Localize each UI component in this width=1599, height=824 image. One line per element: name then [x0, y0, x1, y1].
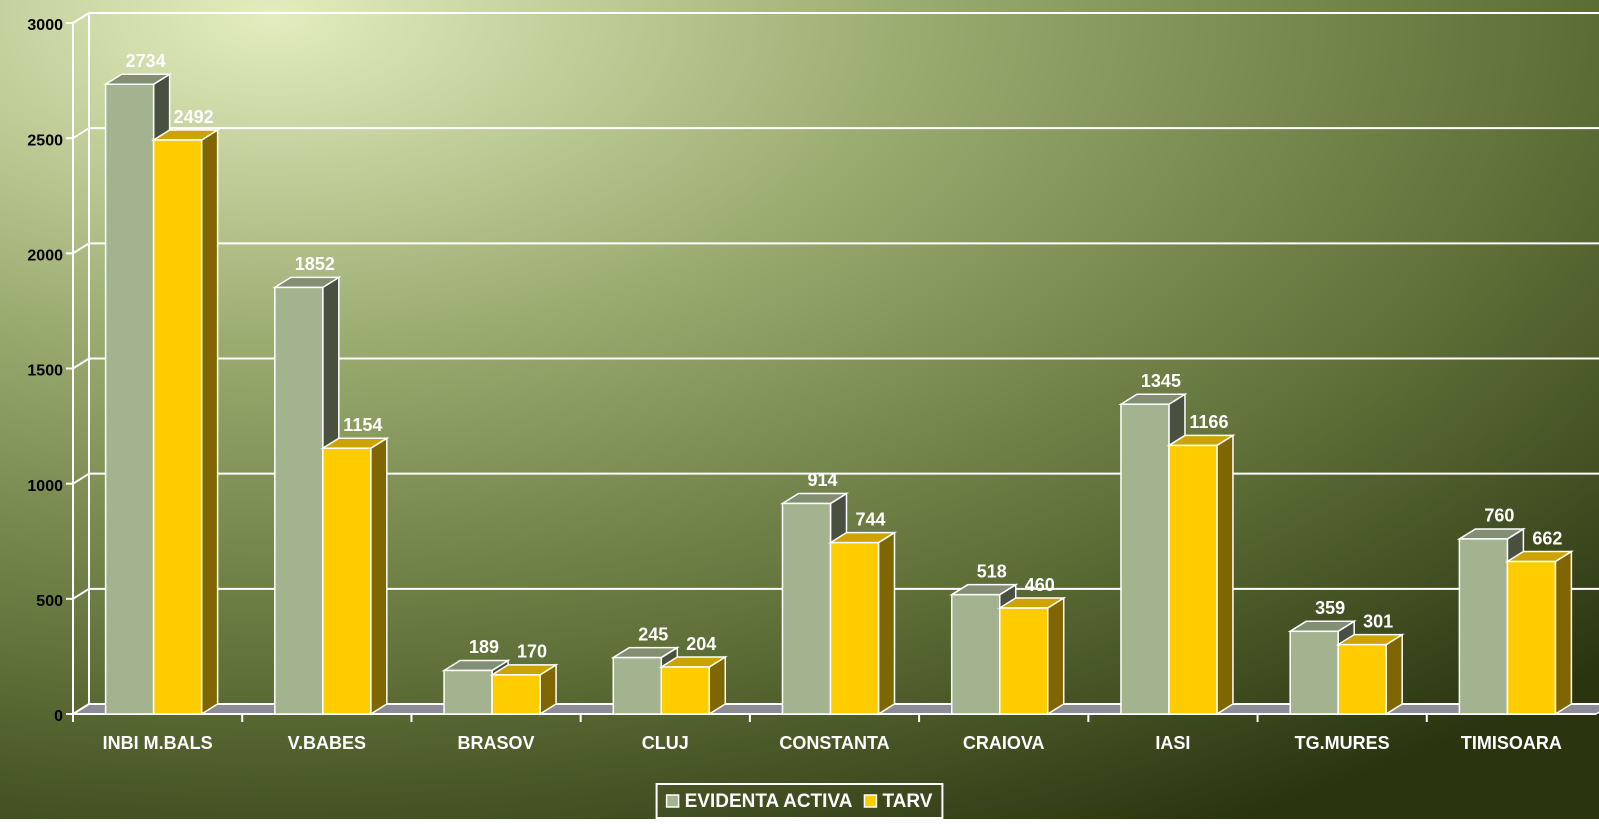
value-label: 662: [1532, 528, 1562, 548]
bar: [152, 139, 203, 715]
x-tick-label: INBI M.BALS: [103, 733, 213, 753]
y-tick-label: 1500: [27, 363, 63, 380]
x-tick-label: TG.MURES: [1295, 733, 1390, 753]
x-tick-label: TIMISOARA: [1461, 733, 1562, 753]
grid-line-side: [72, 703, 90, 715]
x-tick-label: V.BABES: [288, 733, 366, 753]
bar: [950, 593, 1001, 715]
value-label: 518: [977, 561, 1007, 581]
grid-line-side: [72, 357, 90, 370]
grid-line-side: [72, 242, 90, 255]
bar: [491, 674, 541, 715]
y-tick-label: 2500: [27, 132, 63, 149]
bar: [443, 669, 493, 715]
grid-line-side: [72, 12, 90, 24]
bar: [1458, 538, 1509, 715]
y-tick-label: 500: [36, 593, 63, 610]
bar-side: [1216, 434, 1234, 716]
x-tick-label: BRASOV: [458, 733, 535, 753]
bar-side: [370, 436, 388, 716]
value-label: 914: [807, 470, 837, 490]
value-label: 460: [1025, 575, 1055, 595]
y-tick-label: 1000: [27, 478, 63, 495]
bar-side: [1554, 550, 1573, 716]
bar: [829, 541, 880, 715]
value-label: 170: [517, 642, 547, 662]
bar: [781, 502, 832, 715]
value-label: 1345: [1141, 371, 1181, 391]
bar-side: [1046, 596, 1065, 716]
bar: [1337, 643, 1387, 715]
value-label: 359: [1315, 598, 1345, 618]
value-label: 1154: [343, 415, 382, 435]
value-label: 1166: [1189, 412, 1228, 432]
value-label: 245: [638, 624, 668, 644]
x-tick-label: CONSTANTA: [779, 733, 889, 753]
y-tick-label: 3000: [27, 17, 63, 34]
value-label: 760: [1484, 506, 1514, 526]
y-tick-label: 2000: [27, 248, 63, 265]
bar: [1289, 630, 1339, 715]
bar: [274, 286, 324, 715]
legend-box: [655, 783, 944, 819]
value-label: 189: [469, 637, 499, 657]
x-tick-label: CRAIOVA: [963, 733, 1045, 753]
bar: [1168, 444, 1218, 715]
value-label: 2734: [126, 51, 166, 71]
bar: [104, 83, 155, 715]
legend-label: EVIDENTA ACTIVA: [685, 791, 853, 812]
y-tick-label: 0: [54, 708, 63, 725]
bar: [1506, 560, 1557, 715]
value-label: 2492: [174, 107, 214, 127]
legend-swatch: [863, 794, 878, 808]
grid-line-side: [72, 587, 90, 600]
legend-swatch: [665, 794, 680, 808]
grid-line-side: [72, 472, 90, 485]
value-label: 301: [1363, 611, 1393, 631]
value-label: 204: [686, 634, 716, 654]
bar: [660, 666, 711, 715]
x-tick-label: IASI: [1155, 733, 1190, 753]
bar-side: [1385, 633, 1403, 716]
bar: [998, 607, 1049, 715]
bar-side: [200, 128, 219, 716]
grid-line-side: [72, 127, 90, 140]
value-label: 744: [855, 509, 885, 529]
bar: [322, 447, 372, 715]
bar-side: [877, 531, 896, 716]
x-tick-label: CLUJ: [642, 733, 689, 753]
bar: [1120, 403, 1170, 715]
value-label: 1852: [295, 254, 335, 274]
legend: [655, 783, 944, 819]
bar: [612, 656, 663, 715]
legend-label: TARV: [882, 791, 932, 812]
